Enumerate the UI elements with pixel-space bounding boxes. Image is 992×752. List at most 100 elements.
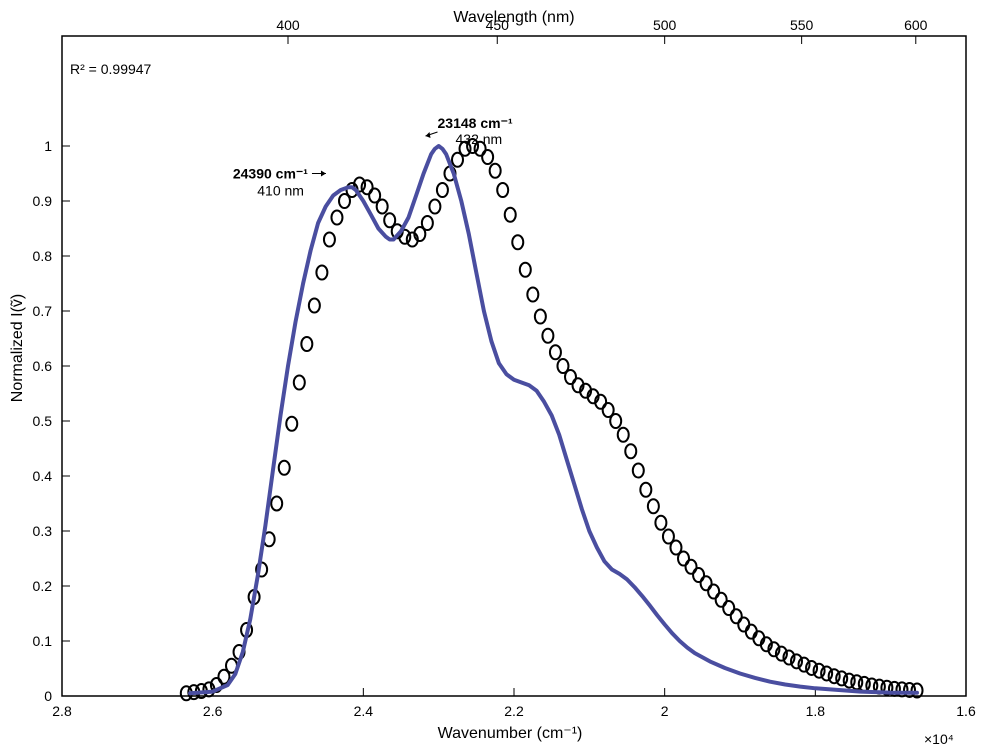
y-tick-label: 0.3	[33, 523, 53, 539]
peak-2-arrowhead	[425, 132, 431, 138]
x-axis-multiplier: ×10⁴	[924, 731, 954, 747]
data-point	[533, 308, 547, 325]
data-point	[880, 679, 894, 696]
data-point	[903, 681, 916, 698]
r-squared-label: R² = 0.99947	[70, 61, 152, 77]
data-point	[564, 369, 577, 385]
x-tick-label: 2.8	[52, 703, 72, 719]
x-tick-label: 1.6	[956, 703, 976, 719]
data-point	[292, 374, 306, 391]
data-point	[699, 575, 713, 592]
data-point	[383, 212, 397, 229]
data-point	[458, 140, 472, 157]
data-point	[451, 151, 464, 168]
data-point	[473, 140, 487, 157]
data-point	[820, 665, 834, 682]
data-point	[782, 649, 796, 666]
y-tick-label: 0.9	[33, 193, 53, 209]
data-point	[887, 680, 901, 697]
data-markers	[179, 138, 924, 702]
fit-line	[188, 144, 919, 696]
y-axis-ticks: 0 0.1 0.2 0.3 0.4 0.5 0.6 0.7 0.8 0.9 1	[33, 138, 70, 704]
data-point	[646, 498, 660, 515]
y-tick-label: 0.2	[33, 578, 53, 594]
data-point	[707, 583, 721, 600]
data-point	[609, 413, 623, 429]
data-point	[338, 193, 351, 209]
data-point	[481, 149, 495, 165]
data-point	[548, 344, 562, 361]
y-tick-label: 0	[44, 688, 52, 704]
y-tick-label: 0.5	[33, 413, 53, 429]
data-point	[270, 495, 284, 512]
data-point	[398, 228, 412, 245]
x-tick-label: 2.4	[354, 703, 374, 719]
data-point	[217, 668, 231, 685]
data-point	[827, 668, 841, 685]
y-tick-label: 0.8	[33, 248, 53, 264]
data-point	[428, 198, 442, 215]
data-point	[601, 402, 615, 418]
data-point	[729, 608, 743, 625]
plot-frame	[61, 35, 967, 697]
x-tick-label: 2	[661, 703, 669, 719]
data-point	[774, 645, 788, 662]
data-point	[797, 656, 811, 673]
data-point	[759, 636, 773, 653]
data-point	[541, 327, 555, 344]
top-tick-label: 450	[486, 17, 510, 33]
data-point	[850, 674, 864, 691]
data-point	[692, 567, 706, 583]
y-tick-label: 0.4	[33, 468, 53, 484]
data-point	[420, 215, 434, 231]
top-tick-label: 550	[790, 17, 814, 33]
data-point	[435, 182, 449, 198]
data-point	[842, 672, 856, 689]
x-tick-label: 2.6	[203, 703, 223, 719]
data-point	[624, 443, 638, 460]
data-point	[835, 670, 849, 687]
data-point	[503, 206, 517, 223]
x-axis-ticks: 2.8 2.6 2.4 2.2 2 1.8 1.6	[52, 688, 976, 719]
top-tick-label: 600	[904, 17, 928, 33]
data-point	[526, 286, 540, 303]
data-point	[616, 426, 630, 443]
data-point	[790, 653, 803, 670]
data-point	[812, 662, 826, 679]
peak-2-wavelength-label: 432 nm	[456, 131, 503, 147]
data-point	[767, 641, 781, 658]
data-point	[285, 415, 299, 432]
data-point	[714, 591, 728, 608]
data-point	[737, 616, 751, 633]
y-tick-label: 0.7	[33, 303, 53, 319]
peak-1-arrowhead	[320, 170, 326, 177]
data-point	[518, 261, 532, 278]
data-point	[639, 481, 653, 498]
data-point	[631, 462, 645, 479]
x-tick-label: 1.8	[806, 703, 826, 719]
data-point	[413, 226, 427, 242]
data-point	[677, 550, 690, 567]
data-point	[684, 558, 698, 575]
data-point	[496, 182, 510, 198]
data-point	[307, 297, 321, 314]
data-point	[368, 187, 382, 204]
data-point	[300, 336, 314, 352]
data-point	[330, 209, 344, 226]
data-point	[353, 176, 367, 193]
y-tick-label: 0.1	[33, 633, 53, 649]
peak-1-wavenumber-label: 24390 cm⁻¹	[233, 166, 308, 182]
top-axis-ticks: 400 450 500 550 600	[276, 17, 928, 44]
y-tick-label: 0.6	[33, 358, 53, 374]
data-point	[669, 539, 683, 556]
data-point	[511, 234, 525, 251]
peak-1-wavelength-label: 410 nm	[257, 183, 304, 199]
x-tick-label: 2.2	[504, 703, 524, 719]
data-point	[322, 231, 336, 248]
data-point	[895, 681, 909, 698]
data-point	[315, 264, 329, 281]
data-point	[661, 528, 675, 545]
data-point	[466, 138, 480, 154]
